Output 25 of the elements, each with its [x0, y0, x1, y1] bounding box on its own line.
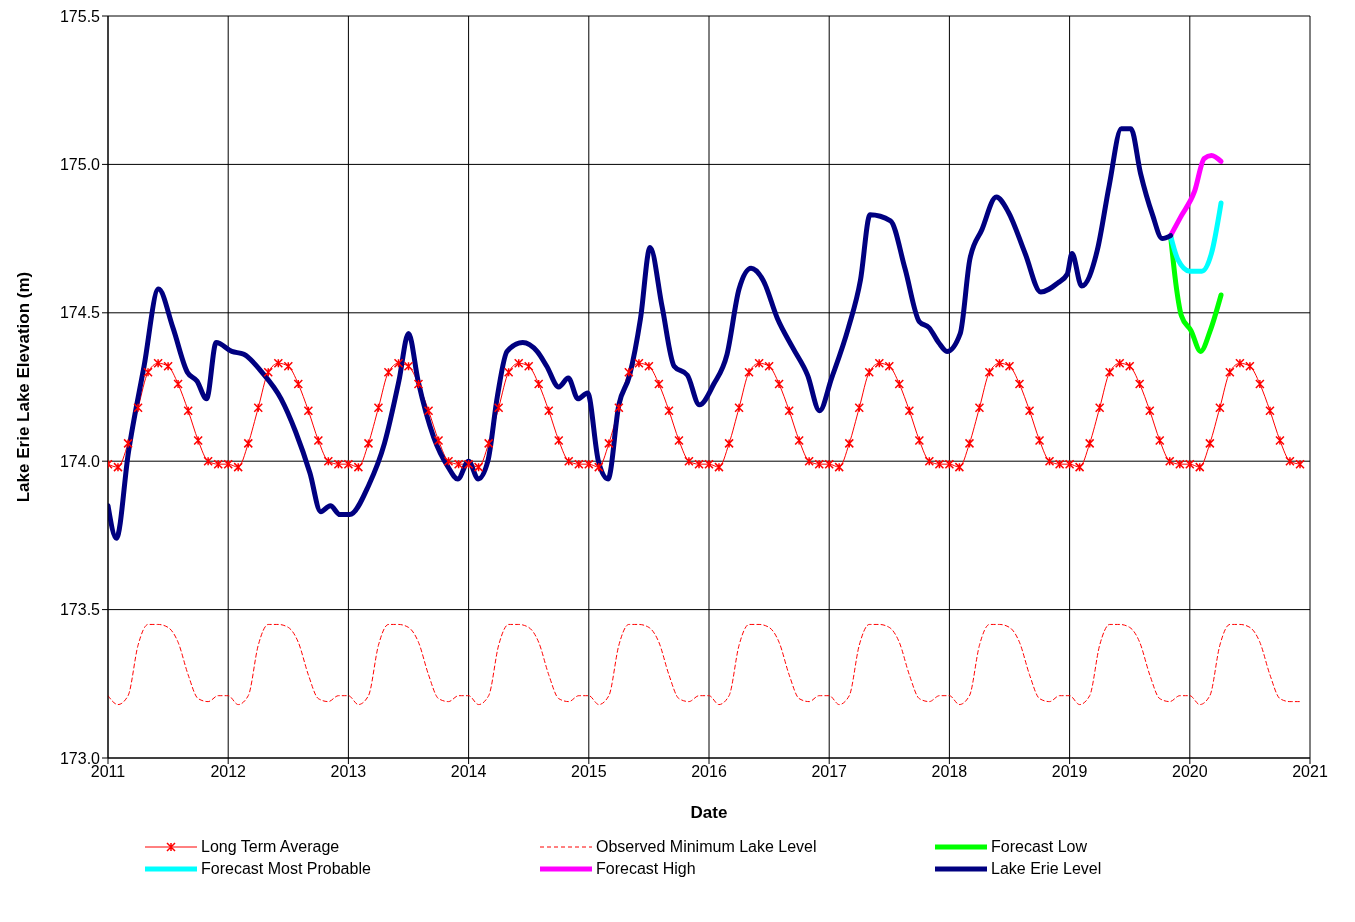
x-tick-label: 2013 [330, 763, 367, 781]
x-tick-label: 2019 [1051, 763, 1088, 781]
legend-label: Lake Erie Level [991, 860, 1102, 878]
x-tick-label: 2020 [1172, 763, 1208, 781]
x-tick-label: 2018 [931, 763, 968, 781]
y-tick-label: 175.0 [59, 156, 101, 174]
x-tick-label: 2014 [450, 763, 487, 781]
legend-label: Forecast Most Probable [201, 860, 371, 878]
legend-label: Long Term Average [201, 838, 340, 856]
line-series [108, 623, 1301, 706]
x-axis-title: Date [690, 803, 728, 822]
y-tick-label: 175.5 [59, 7, 101, 25]
x-tick-label: 2017 [811, 763, 848, 781]
x-tick-label: 2012 [210, 763, 247, 781]
legend-label: Forecast Low [991, 838, 1088, 856]
y-tick-label: 173.5 [59, 601, 101, 619]
x-tick-label: 2021 [1292, 763, 1328, 781]
x-tick-label: 2011 [90, 763, 126, 781]
y-tick-label: 174.0 [59, 452, 101, 470]
legend-label: Forecast High [596, 860, 696, 878]
legend-label: Observed Minimum Lake Level [596, 838, 817, 856]
y-tick-label: 174.5 [59, 304, 101, 322]
y-axis-title: Lake Erie Lake Elevation (m) [14, 271, 34, 503]
x-tick-label: 2016 [691, 763, 727, 781]
x-tick-label: 2015 [571, 763, 607, 781]
